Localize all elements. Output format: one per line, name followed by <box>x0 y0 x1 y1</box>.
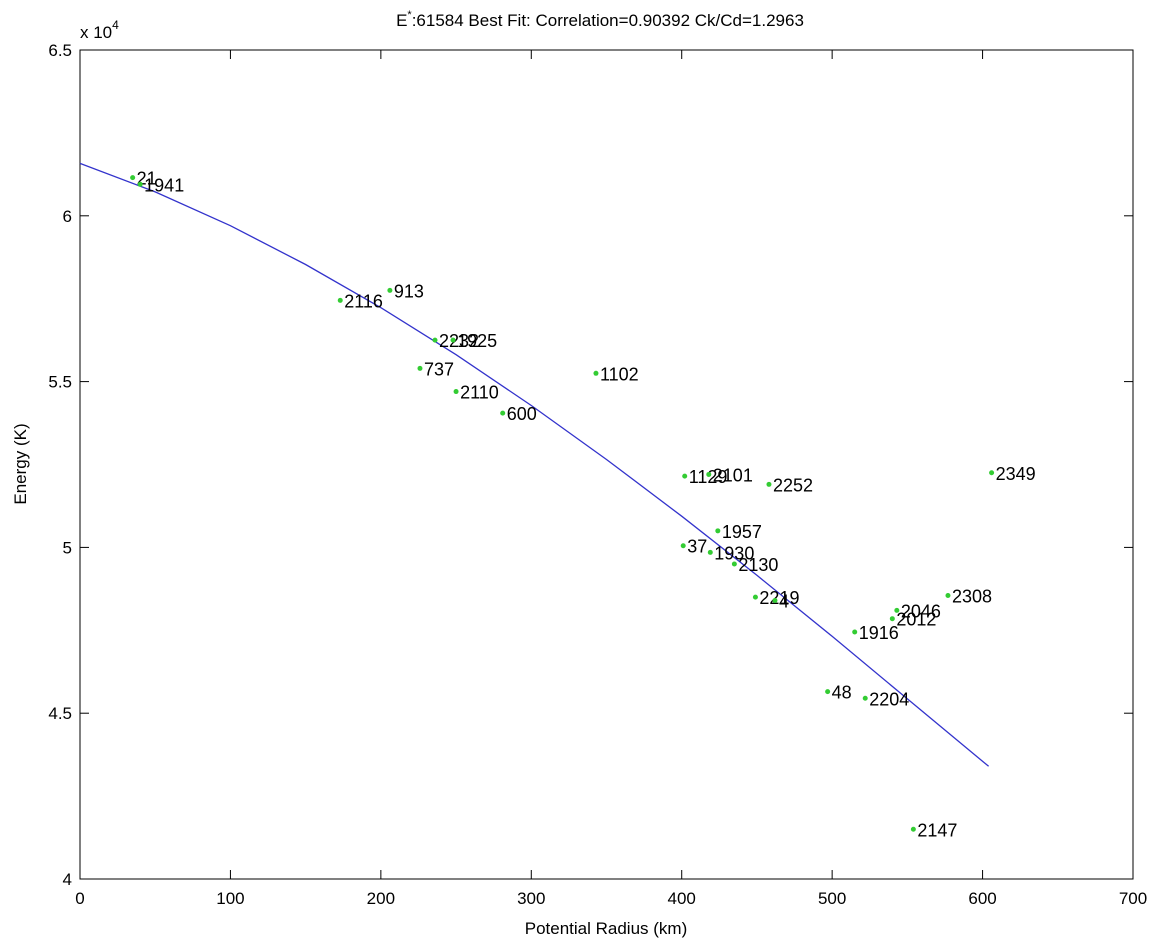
point-label: 2110 <box>460 383 499 403</box>
data-point <box>945 592 951 598</box>
point-label: 600 <box>507 404 537 424</box>
data-point <box>137 181 143 187</box>
data-point <box>450 337 456 343</box>
x-axis-label: Potential Radius (km) <box>525 919 688 938</box>
x-tick-label: 600 <box>968 889 996 908</box>
data-point <box>337 297 343 303</box>
y-multiplier-exponent: 4 <box>112 18 119 32</box>
point-label: 2232 <box>439 331 479 351</box>
y-tick-label: 4 <box>63 870 72 889</box>
point-label: 2204 <box>869 689 909 709</box>
y-tick-label: 5.5 <box>48 373 72 392</box>
point-label: 2130 <box>738 555 778 575</box>
y-axis-label: Energy (K) <box>11 423 30 504</box>
point-label: 1941 <box>144 175 184 195</box>
data-point <box>989 470 995 476</box>
point-label: 2252 <box>773 475 813 495</box>
data-point <box>453 389 459 395</box>
chart-title-prefix: E <box>396 11 407 30</box>
data-point <box>772 597 778 603</box>
data-point <box>680 543 686 549</box>
y-tick-label: 4.5 <box>48 704 72 723</box>
data-point <box>593 370 599 376</box>
point-label: 1957 <box>722 522 762 542</box>
data-point <box>387 287 393 293</box>
y-tick-label: 6.5 <box>48 41 72 60</box>
point-label: 2308 <box>952 586 992 606</box>
data-point <box>682 473 688 479</box>
point-label: 913 <box>394 281 424 301</box>
data-point <box>766 481 772 487</box>
point-label: 2012 <box>896 610 936 630</box>
data-point <box>862 695 868 701</box>
data-point <box>130 175 136 181</box>
data-point <box>706 471 712 477</box>
x-tick-label: 400 <box>668 889 696 908</box>
x-axis-ticks: 0 100 200 300 400 500 600 700 <box>75 50 1147 908</box>
best-fit-curve <box>79 162 990 767</box>
chart-title: E*:61584 Best Fit: Correlation=0.90392 C… <box>396 9 804 30</box>
point-label: 1925 <box>457 331 497 351</box>
y-axis-ticks: 4 4.5 5 5.5 6 6.5 <box>48 41 1133 889</box>
x-tick-label: 700 <box>1119 889 1147 908</box>
point-label: 48 <box>832 683 852 703</box>
point-label: 2219 <box>759 588 799 608</box>
data-point <box>894 607 900 613</box>
point-label: 2101 <box>713 465 753 485</box>
x-tick-label: 300 <box>517 889 545 908</box>
point-label: 2116 <box>344 291 383 311</box>
point-label: 1916 <box>859 623 899 643</box>
point-label: 2349 <box>996 464 1036 484</box>
point-label: 4 <box>779 591 789 611</box>
chart-title-superscript: * <box>407 9 412 21</box>
data-point <box>889 616 895 622</box>
data-point <box>715 528 721 534</box>
point-label: 37 <box>687 537 707 557</box>
data-point <box>852 629 858 635</box>
x-tick-label: 200 <box>367 889 395 908</box>
point-label: 2046 <box>901 601 941 621</box>
x-tick-label: 100 <box>216 889 244 908</box>
data-point <box>825 689 831 695</box>
data-point <box>500 410 506 416</box>
chart-title-rest: :61584 Best Fit: Correlation=0.90392 Ck/… <box>412 11 804 30</box>
data-point <box>417 365 423 371</box>
plot-frame <box>79 49 1134 880</box>
data-point <box>707 549 713 555</box>
x-tick-label: 0 <box>75 889 84 908</box>
data-point <box>432 337 438 343</box>
y-multiplier-base: x 10 <box>80 23 112 42</box>
point-label: 1930 <box>714 543 754 563</box>
data-points: 2119419132116223219257372110110260011292… <box>130 169 1036 840</box>
data-point <box>731 561 737 567</box>
point-label: 1129 <box>689 467 728 487</box>
y-multiplier: x 104 <box>80 18 119 42</box>
y-tick-label: 6 <box>63 207 72 226</box>
point-label: 1102 <box>600 364 639 384</box>
y-tick-label: 5 <box>63 538 72 557</box>
data-point <box>910 826 916 832</box>
point-label: 737 <box>424 359 454 379</box>
x-tick-label: 500 <box>818 889 846 908</box>
point-label: 2147 <box>917 820 957 840</box>
data-point <box>752 594 758 600</box>
